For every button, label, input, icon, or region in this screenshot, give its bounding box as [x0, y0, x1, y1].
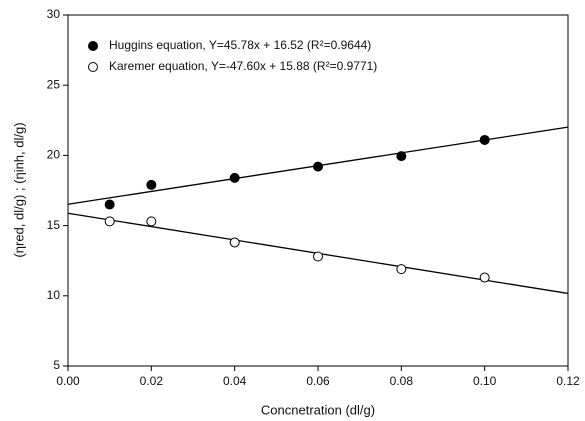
legend-label: Karemer equation, Y=-47.60x + 15.88 (R²=…	[109, 59, 377, 73]
data-point	[229, 172, 240, 183]
x-tick-label: 0.06	[306, 374, 330, 388]
data-point	[146, 216, 157, 227]
data-point	[313, 251, 323, 262]
y-tick-label: 5	[53, 358, 60, 372]
y-tick-label: 25	[47, 77, 61, 91]
x-tick-label: 0.02	[140, 374, 164, 388]
x-tick-label: 0.12	[556, 374, 580, 388]
y-tick-label: 10	[47, 288, 61, 302]
x-tick-label: 0.04	[223, 374, 247, 388]
y-tick-label: 15	[47, 218, 61, 232]
y-tick-label: 30	[47, 7, 61, 21]
x-tick-label: 0.10	[473, 374, 497, 388]
data-point	[313, 161, 323, 172]
data-point	[104, 216, 115, 227]
data-point	[146, 179, 157, 190]
legend-marker	[88, 62, 98, 72]
y-tick-label: 20	[47, 148, 61, 162]
x-tick-label: 0.08	[390, 374, 414, 388]
x-axis-label: Concnetration (dl/g)	[261, 402, 375, 417]
x-tick-label: 0.00	[56, 374, 80, 388]
legend-label: Huggins equation, Y=45.78x + 16.52 (R²=0…	[109, 38, 371, 52]
data-point	[396, 151, 407, 162]
y-axis-label: (ηred, dl/g) ; (ηinh, dl/g)	[11, 122, 26, 257]
data-point	[396, 264, 407, 275]
data-point	[229, 237, 240, 248]
legend-marker	[88, 41, 98, 51]
data-point	[479, 272, 490, 283]
data-point	[104, 199, 115, 210]
data-point	[479, 134, 490, 145]
